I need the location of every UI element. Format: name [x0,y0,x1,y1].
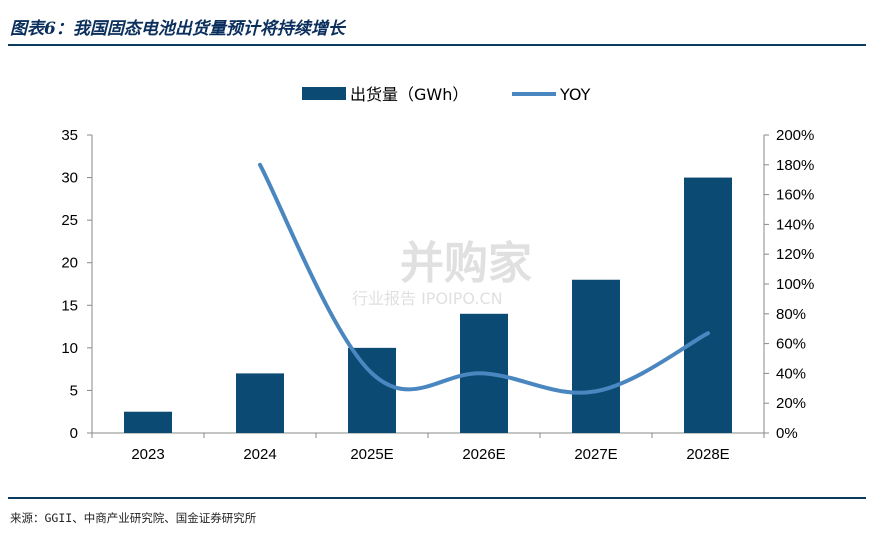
right-tick-label: 40% [776,365,806,382]
x-tick-label: 2026E [462,446,505,463]
figure-title: 图表6：我国固态电池出货量预计将持续增长 [10,19,345,39]
bottom-rule [8,497,866,499]
legend-bar-swatch [302,87,346,100]
x-tick-label: 2027E [574,446,617,463]
bar-2023 [124,411,172,433]
x-tick-label: 2024 [243,446,276,463]
x-tick-label: 2023 [131,446,164,463]
bar-2024 [236,373,284,433]
top-rule [8,44,866,46]
right-tick-label: 120% [776,246,814,263]
watermark: 并购家 行业报告 IPOIPO.CN [352,238,532,308]
left-tick-label: 5 [70,382,78,399]
left-tick-label: 10 [61,340,78,357]
x-tick-label: 2028E [686,446,729,463]
yoy-line [258,162,710,395]
left-tick-label: 25 [61,212,78,229]
bar-2027E [572,279,620,433]
bars [124,177,732,433]
tick-labels: 0 5 10 15 20 25 30 35 0% 20% 40% 60% 80% 100% 120% 140%… [61,127,814,463]
legend-bar-label: 出货量（GWh） [350,85,468,104]
right-tick-label: 140% [776,216,814,233]
right-tick-label: 80% [776,306,806,323]
left-tick-label: 30 [61,170,78,187]
watermark-main: 并购家 [400,238,532,289]
right-tick-label: 20% [776,395,806,412]
right-tick-label: 180% [776,157,814,174]
axes [87,134,769,438]
right-tick-label: 200% [776,127,814,144]
left-tick-label: 15 [61,297,78,314]
right-tick-label: 160% [776,187,814,204]
x-tick-label: 2025E [350,446,393,463]
left-tick-label: 35 [61,127,78,144]
source-note: 来源：GGII、中商产业研究院、国金证券研究所 [10,511,257,525]
right-tick-label: 100% [776,276,814,293]
legend: 出货量（GWh） YOY [302,85,591,104]
right-tick-label: 0% [776,425,798,442]
yoy-line-layer [258,162,710,395]
right-tick-label: 60% [776,336,806,353]
left-tick-label: 0 [70,425,78,442]
bar-2025E [348,347,396,433]
chart: 并购家 行业报告 IPOIPO.CN 出货量（GWh） YOY 0 5 10 15 20… [61,85,814,463]
watermark-sub: 行业报告 IPOIPO.CN [352,289,503,308]
legend-line-label: YOY [559,85,591,104]
left-tick-label: 20 [61,255,78,272]
bar-2028E [684,177,732,433]
